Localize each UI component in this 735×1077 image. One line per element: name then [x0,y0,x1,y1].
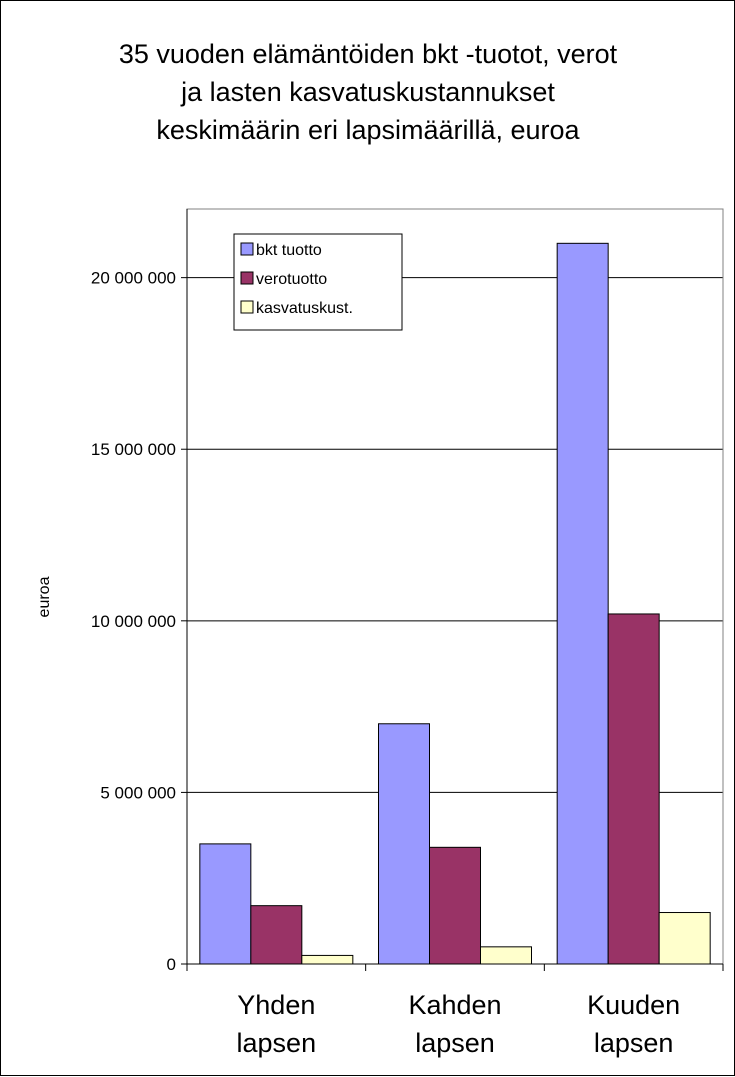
bar-verotuotto-0 [250,905,303,965]
chart-title-line-2: ja lasten kasvatuskustannukset [180,77,555,107]
legend-label-0: bkt tuotto [256,242,322,259]
bar-verotuotto-2 [607,613,660,965]
legend-swatch-1 [240,271,254,285]
x-category-label-1-0: Kahden [408,990,501,1020]
legend-swatch-2 [240,300,254,314]
legend: bkt tuotto verotuotto kasvatuskust. [233,233,403,331]
bar-kasvatuskust--0 [301,954,354,965]
y-tick-label-3: 15 000 000 [91,440,176,459]
x-category-label-2-0: Kuuden [587,990,680,1020]
legend-box [233,233,403,331]
bar-bkt-tuotto-0 [199,843,252,965]
x-category-label-0-0: Yhden [237,990,315,1020]
bar-kasvatuskust--1 [480,946,532,965]
chart-title-line-1: 35 vuoden elämäntöiden bkt -tuotot, vero… [119,39,618,69]
bar-verotuotto-1 [429,846,481,965]
legend-label-1: verotuotto [256,271,327,288]
y-tick-label-4: 20 000 000 [91,269,176,288]
legend-swatch-0 [240,242,254,256]
y-tick-label-2: 10 000 000 [91,612,176,631]
x-category-label-2-1: lapsen [594,1028,674,1058]
bar-kasvatuskust--2 [658,912,711,965]
plot-area: 0 5 000 000 10 000 000 15 000 000 20 000 000… [91,208,724,1058]
legend-label-2: kasvatuskust. [256,300,353,317]
y-tick-label-1: 5 000 000 [100,783,176,802]
bar-bkt-tuotto-1 [378,723,430,965]
bar-bkt-tuotto-2 [556,242,609,965]
y-axis-title: euroa [36,576,53,617]
x-category-label-1-1: lapsen [415,1028,495,1058]
y-tick-label-0: 0 [167,955,176,974]
x-category-label-0-1: lapsen [237,1028,317,1058]
chart-title-line-3: keskimäärin eri lapsimäärillä, euroa [156,115,580,145]
chart-title: 35 vuoden elämäntöiden bkt -tuotot, vero… [119,39,618,145]
